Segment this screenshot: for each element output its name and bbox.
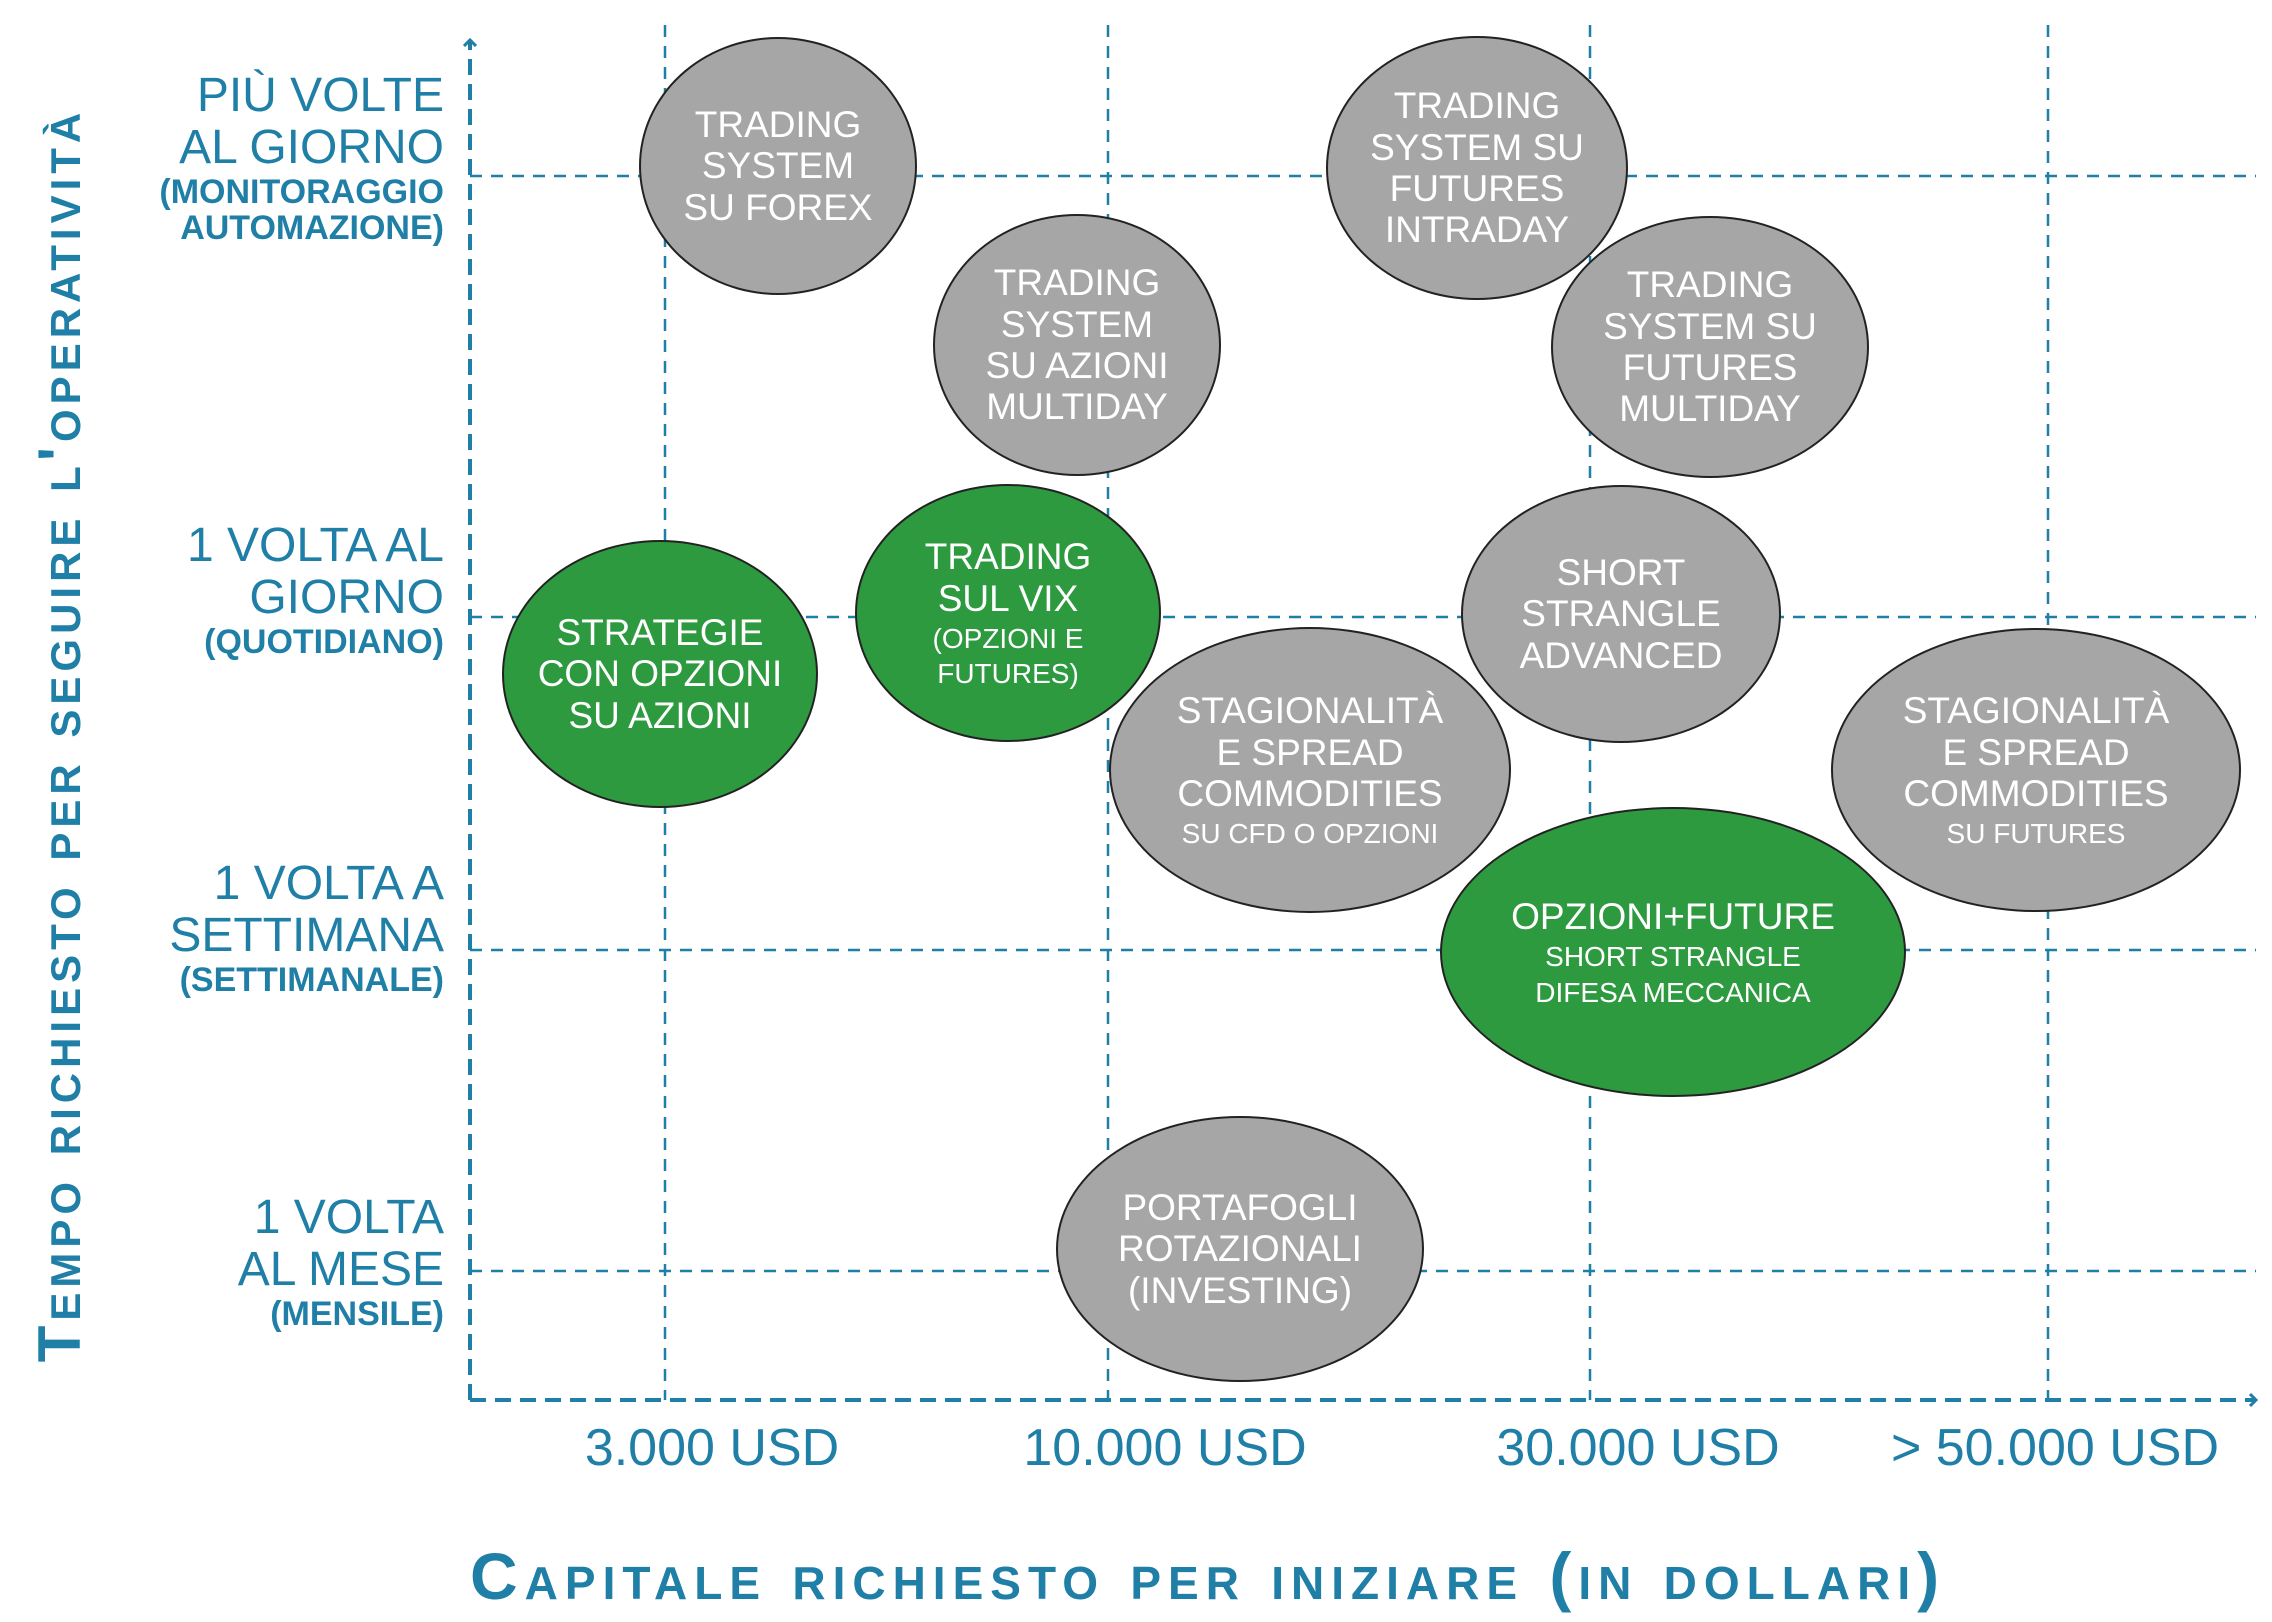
bubble-text-line: SU AZIONI xyxy=(985,345,1169,386)
bubble-text-line: COMMODITIES xyxy=(1177,773,1443,815)
bubble-text-line: TRADING xyxy=(694,103,862,145)
bubble-gray: STAGIONALITÀ E SPREAD COMMODITIES SU FUTURE… xyxy=(1831,628,2241,912)
y-level-line: GIORNO xyxy=(249,570,444,624)
bubble-green: STRATEGIE CON OPZIONI SU AZIONI xyxy=(502,540,818,808)
y-level-subline: AUTOMAZIONE) xyxy=(180,209,444,248)
bubble-gray: SHORT STRANGLE ADVANCED xyxy=(1461,485,1781,743)
bubble-text-line: TRADING xyxy=(1393,85,1561,127)
bubble-text-line: SYSTEM SU xyxy=(1603,305,1817,347)
y-level-subline: (SETTIMANALE) xyxy=(179,960,444,999)
y-level-label: 1 VOLTA AL MESE (MENSILE) xyxy=(238,1192,444,1332)
y-level-line: SETTIMANA xyxy=(169,908,444,962)
bubble-text-line: CON OPZIONI xyxy=(537,653,783,695)
bubble-text-line: SYSTEM xyxy=(701,145,855,187)
axes xyxy=(470,40,2256,1400)
y-level-line: 1 VOLTA AL xyxy=(186,519,444,572)
bubble-text-line: PORTAFOGLI xyxy=(1122,1186,1358,1228)
bubble-text-line: SUL VIX xyxy=(937,577,1079,619)
y-level-label: 1 VOLTA AL GIORNO (QUOTIDIANO) xyxy=(187,520,444,660)
bubble-text-line: ADVANCED xyxy=(1519,634,1723,676)
bubble-subtext-line: FUTURES) xyxy=(937,658,1079,690)
bubble-subtext-line: SU CFD O OPZIONI xyxy=(1181,818,1439,850)
bubble-text-line: STRATEGIE xyxy=(556,611,764,653)
bubble-gray: TRADING SYSTEM SU AZIONI MULTIDAY xyxy=(933,214,1221,476)
y-level-subline: (MONITORAGGIO xyxy=(159,172,444,211)
bubble-subtext-line: DIFESA MECCANICA xyxy=(1535,976,1811,1008)
bubble-text-line: STRANGLE xyxy=(1521,593,1721,635)
bubble-text-line: FUTURES xyxy=(1622,347,1798,388)
bubble-text-line: E SPREAD xyxy=(1942,731,2130,773)
x-tick-label: 30.000 USD xyxy=(1496,1419,1780,1477)
bubble-text-line: SYSTEM SU xyxy=(1370,126,1584,168)
bubble-gray: PORTAFOGLI ROTAZIONALI (INVESTING) xyxy=(1056,1116,1424,1382)
bubble-text-line: FUTURES xyxy=(1389,168,1565,209)
bubble-gray: TRADING SYSTEM SU FUTURES MULTIDAY xyxy=(1551,216,1869,478)
bubble-text-line: MULTIDAY xyxy=(986,386,1168,428)
y-level-label: 1 VOLTA A SETTIMANA (SETTIMANALE) xyxy=(169,858,444,998)
bubble-gray: STAGIONALITÀ E SPREAD COMMODITIES SU CFD O … xyxy=(1109,627,1511,913)
bubble-text-line: OPZIONI+FUTURE xyxy=(1511,895,1835,937)
x-tick-label: > 50.000 USD xyxy=(1890,1419,2220,1477)
y-level-line: AL GIORNO xyxy=(179,120,444,174)
y-level-line: PIÙ VOLTE xyxy=(196,69,444,122)
bubble-green: OPZIONI+FUTURE SHORT STRANGLE DIFESA MECCA… xyxy=(1440,807,1906,1097)
x-tick-label: 10.000 USD xyxy=(1023,1419,1307,1477)
bubble-text-line: SU FOREX xyxy=(683,186,873,228)
bubble-text-line: COMMODITIES xyxy=(1903,773,2169,815)
y-level-label: PIÙ VOLTE AL GIORNO (MONITORAGGIO AUTOMAZIO… xyxy=(159,70,444,247)
bubble-text-line: INTRADAY xyxy=(1384,209,1570,251)
bubble-subtext-line: (OPZIONI E xyxy=(932,623,1084,655)
y-level-line: AL MESE xyxy=(237,1242,444,1296)
bubble-subtext-line: SU FUTURES xyxy=(1946,818,2126,850)
bubble-text-line: SHORT xyxy=(1556,551,1686,593)
bubble-gray: TRADING SYSTEM SU FUTURES INTRADAY xyxy=(1326,36,1628,300)
bubble-text-line: MULTIDAY xyxy=(1619,388,1801,430)
y-level-subline: (MENSILE) xyxy=(270,1294,444,1333)
bubble-green: TRADING SUL VIX (OPZIONI E FUTURES) xyxy=(855,484,1161,742)
y-level-subline: (QUOTIDIANO) xyxy=(204,622,444,661)
bubble-text-line: SYSTEM xyxy=(1000,303,1154,345)
y-axis-title: Tempo richiesto per seguire l'operativit… xyxy=(26,107,93,1363)
bubble-subtext-line: SHORT STRANGLE xyxy=(1545,941,1801,973)
bubble-gray: TRADING SYSTEM SU FOREX xyxy=(639,37,917,295)
bubble-text-line: E SPREAD xyxy=(1216,731,1404,773)
y-level-line: 1 VOLTA xyxy=(253,1191,444,1244)
y-level-line: 1 VOLTA A xyxy=(213,857,444,910)
bubble-text-line: TRADING xyxy=(993,262,1161,304)
bubble-text-line: (INVESTING) xyxy=(1127,1269,1353,1311)
x-tick-label: 3.000 USD xyxy=(584,1419,840,1477)
bubble-text-line: STAGIONALITÀ xyxy=(1176,690,1444,732)
x-axis-title: Capitale richiesto per iniziare (in doll… xyxy=(470,1539,1947,1613)
bubble-text-line: ROTAZIONALI xyxy=(1118,1228,1362,1270)
bubble-text-line: SU AZIONI xyxy=(568,694,752,736)
bubble-text-line: STAGIONALITÀ xyxy=(1902,690,2170,732)
bubble-text-line: TRADING xyxy=(924,536,1092,578)
bubble-text-line: TRADING xyxy=(1626,264,1794,306)
